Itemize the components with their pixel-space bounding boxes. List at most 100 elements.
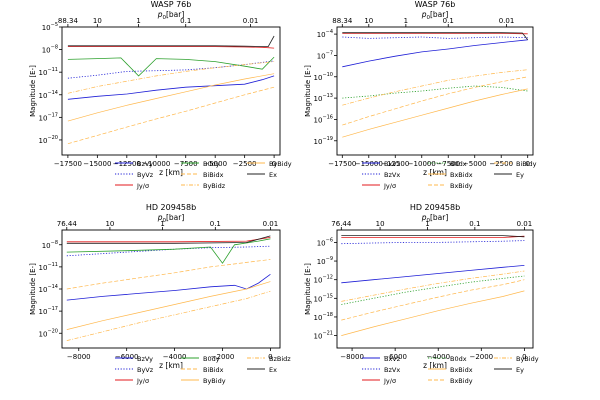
legend-label: ByBidz bbox=[203, 182, 226, 190]
plot-frame bbox=[336, 26, 534, 156]
series-line-BxBidx bbox=[342, 88, 528, 138]
y-tick-label: 10−15 bbox=[314, 293, 333, 303]
x-axis-label: z [km] bbox=[423, 361, 447, 370]
x-tick-label: −2500 bbox=[233, 160, 257, 168]
series-line-BiBidy bbox=[342, 69, 528, 106]
series-line-Jy/σ bbox=[341, 235, 525, 238]
legend-label: BzVx bbox=[384, 366, 400, 374]
series-line-Jy/σ bbox=[67, 46, 275, 49]
x-tick-label: −4000 bbox=[426, 353, 450, 361]
series-line-BzVx bbox=[342, 36, 528, 39]
legend: BxVz BzVx Jy/σ B0dx BxBidx BxBidy ByBidy Ey bbox=[362, 355, 539, 385]
legend: BxVz BzVx Jy/σ B0dx BxBidx BxBidy BiBidy Ey bbox=[362, 160, 537, 190]
top-tick-label: 76.44 bbox=[57, 220, 78, 228]
top-tick-label: 88.34 bbox=[332, 17, 353, 25]
series-line-BxVz bbox=[342, 39, 528, 68]
y-tick-label: 10−21 bbox=[314, 331, 333, 341]
legend-label: B0dy bbox=[203, 355, 220, 363]
legend-label: ByBidy bbox=[516, 355, 539, 363]
x-tick-label: −2000 bbox=[469, 353, 493, 361]
top-axis-label: p0[bar] bbox=[421, 10, 449, 21]
y-tick-label: 10−18 bbox=[314, 312, 333, 322]
series-line-BiBidx bbox=[66, 259, 271, 290]
top-tick-label: 0.1 bbox=[210, 220, 221, 228]
series-line-Jy/σ bbox=[66, 237, 271, 243]
x-axis-label: z [km] bbox=[423, 168, 447, 177]
y-tick-label: 10−17 bbox=[39, 306, 58, 316]
series-line-B0dy bbox=[66, 238, 271, 264]
legend-label: BxBidy bbox=[450, 377, 473, 385]
legend-label: Ey bbox=[516, 366, 524, 374]
legend-label: BxBidx bbox=[450, 171, 473, 179]
y-tick-label: 10−14 bbox=[39, 284, 58, 294]
legend-label: Jy/σ bbox=[136, 182, 149, 190]
y-tick-label: 10−11 bbox=[39, 262, 58, 272]
legend-label: BxBidy bbox=[450, 182, 473, 190]
top-tick-label: 10 bbox=[376, 220, 385, 228]
series-line-BzVx bbox=[341, 240, 525, 245]
y-tick-label: 10−8 bbox=[42, 240, 58, 250]
top-tick-label: 88.34 bbox=[58, 17, 79, 25]
y-tick-label: 10−20 bbox=[39, 328, 58, 338]
y-tick-label: 10−16 bbox=[314, 114, 333, 124]
series-line-ByBidy bbox=[341, 270, 525, 302]
x-tick-label: −6000 bbox=[115, 353, 139, 361]
legend-label: B0dy bbox=[203, 160, 220, 168]
x-axis-label: z [km] bbox=[159, 168, 183, 177]
y-axis-label: Magnitude [E-] bbox=[304, 263, 312, 315]
series-line-Ey bbox=[341, 235, 525, 238]
series-line-BzBidz bbox=[66, 290, 271, 341]
y-tick-label: 10−5 bbox=[42, 22, 58, 32]
y-tick-label: 10−10 bbox=[314, 72, 333, 82]
top-tick-label: 1 bbox=[136, 17, 140, 25]
x-tick-label: −4000 bbox=[163, 353, 187, 361]
panel-title: HD 209458b bbox=[146, 203, 196, 212]
top-tick-label: 0.1 bbox=[443, 17, 454, 25]
top-axis-label: p0[bar] bbox=[157, 213, 185, 224]
x-tick-label: −8000 bbox=[340, 353, 364, 361]
legend: BzVy ByVz Jy/σ B0dy BiBidx ByBidz ByBidy Ex bbox=[115, 160, 292, 190]
panel-title: WASP 76b bbox=[151, 0, 192, 9]
x-axis-label: z [km] bbox=[159, 361, 183, 370]
top-tick-label: 1 bbox=[404, 17, 408, 25]
y-tick-label: 10−6 bbox=[317, 237, 333, 247]
x-tick-label: −7500 bbox=[174, 160, 198, 168]
legend-label: Ex bbox=[269, 171, 277, 179]
series-line-B0dy bbox=[67, 56, 275, 77]
y-axis-label: Magnitude [E-] bbox=[304, 65, 312, 117]
series-line-BiBidx bbox=[67, 86, 275, 145]
x-tick-label: −5000 bbox=[203, 160, 227, 168]
legend-label: Ex bbox=[269, 366, 277, 374]
x-tick-label: −15000 bbox=[83, 160, 111, 168]
series-line-Ex bbox=[66, 235, 271, 244]
x-tick-label: 0 bbox=[272, 160, 276, 168]
panel-title: HD 209458b bbox=[410, 203, 460, 212]
top-tick-label: 0.01 bbox=[243, 17, 259, 25]
series-line-BzVy bbox=[66, 273, 271, 301]
top-tick-label: 76.44 bbox=[331, 220, 352, 228]
x-tick-label: −7500 bbox=[436, 160, 460, 168]
legend-label: BxVz bbox=[384, 160, 401, 168]
top-tick-label: 0.01 bbox=[499, 17, 515, 25]
y-tick-label: 10−19 bbox=[314, 136, 333, 146]
series-line-Ex bbox=[67, 35, 275, 48]
legend-label: ByVz bbox=[137, 171, 154, 179]
y-axis-label: Magnitude [E-] bbox=[29, 263, 37, 315]
x-tick-label: −10000 bbox=[408, 160, 436, 168]
series-line-ByVz bbox=[66, 245, 271, 257]
series-line-B0dx bbox=[342, 85, 528, 99]
x-tick-label: −6000 bbox=[383, 353, 407, 361]
series-line-ByVz bbox=[67, 60, 275, 79]
plot-frame bbox=[336, 229, 534, 349]
top-tick-label: 0.1 bbox=[469, 220, 480, 228]
legend-label: Jy/σ bbox=[136, 377, 149, 385]
series-line-ByBidz bbox=[67, 61, 275, 94]
series-line-BzVy bbox=[67, 75, 275, 100]
series-line-B0dx bbox=[341, 275, 525, 305]
legend-label: BxVz bbox=[384, 355, 401, 363]
legend-label: ByBidy bbox=[269, 160, 292, 168]
series-line-BxVz bbox=[341, 265, 525, 284]
